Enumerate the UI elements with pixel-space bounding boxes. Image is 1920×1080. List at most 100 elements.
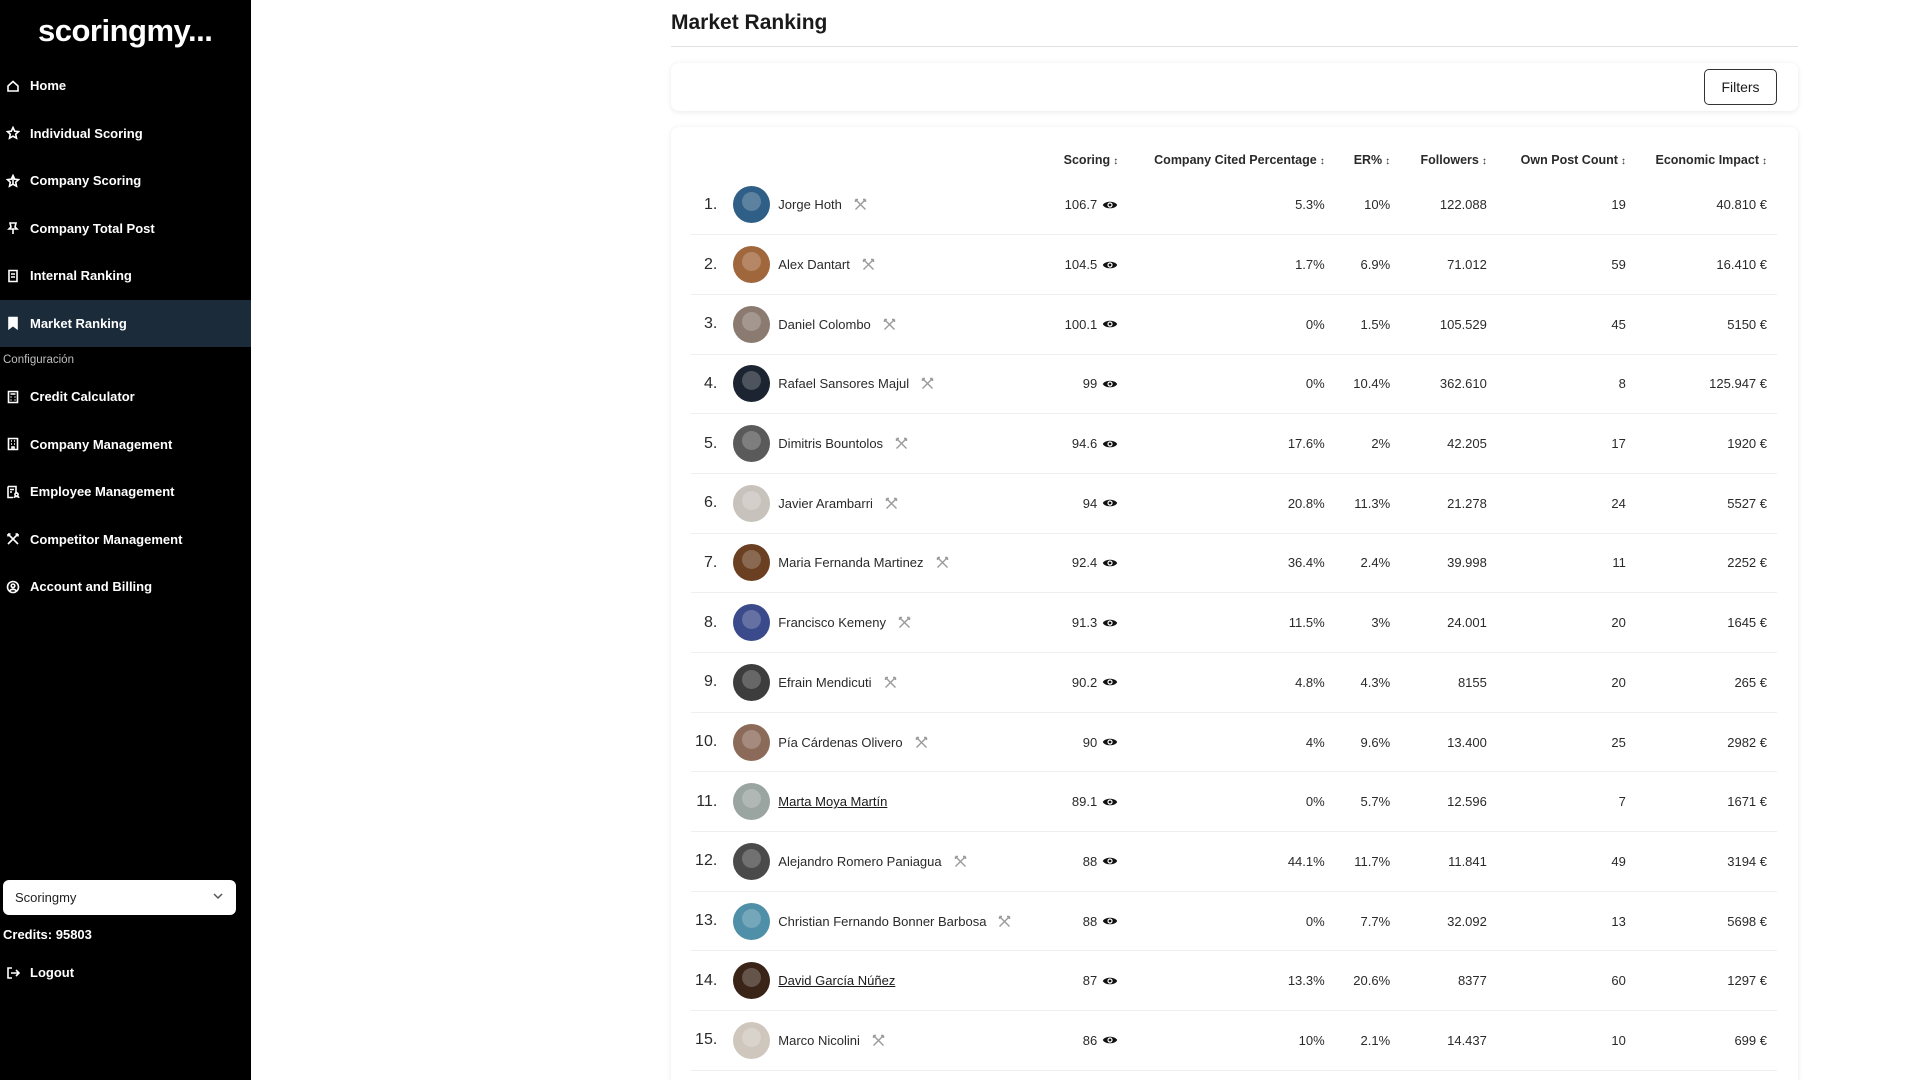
impact-cell: 5527 € bbox=[1727, 495, 1767, 511]
eye-icon[interactable] bbox=[1102, 915, 1118, 927]
person-cell: Rafael Sansores Majul bbox=[733, 354, 1057, 414]
sidebar-item-competitor-management[interactable]: Competitor Management bbox=[0, 516, 251, 564]
pin-icon bbox=[6, 221, 20, 235]
sidebar-item-internal-ranking[interactable]: Internal Ranking bbox=[0, 252, 251, 300]
followers-cell: 14.437 bbox=[1447, 1032, 1487, 1048]
eye-icon[interactable] bbox=[1102, 975, 1118, 987]
score-value-group: 104.5 bbox=[1065, 257, 1119, 272]
cited-cell: 10% bbox=[1298, 1032, 1325, 1048]
followers-cell: 11.841 bbox=[1448, 853, 1487, 869]
er-header[interactable]: ER% ↕ bbox=[1353, 153, 1391, 167]
person-name[interactable]: David García Núñez bbox=[778, 973, 896, 989]
eye-icon[interactable] bbox=[1102, 318, 1118, 330]
person-info: Pía Cárdenas Olivero bbox=[733, 723, 1047, 761]
impact-header[interactable]: Economic Impact ↕ bbox=[1655, 153, 1768, 167]
rank-cell: 2. bbox=[703, 255, 718, 273]
table-row: 2. Alex Dantart 104.5 1.7% 6.9% 71.012 59 16.41… bbox=[691, 235, 1777, 295]
company-select-value: Scoringmy bbox=[15, 890, 77, 905]
competitor-icon[interactable] bbox=[921, 377, 934, 390]
sidebar-item-label: Competitor Management bbox=[30, 531, 183, 547]
score-value: 106.7 bbox=[1064, 197, 1098, 213]
eye-icon[interactable] bbox=[1102, 259, 1118, 271]
competitor-icon[interactable] bbox=[954, 855, 967, 868]
eye-icon[interactable] bbox=[1102, 736, 1118, 748]
sidebar-item-label: Account and Billing bbox=[30, 579, 153, 595]
competitor-icon[interactable] bbox=[884, 676, 897, 689]
eye-icon[interactable] bbox=[1102, 497, 1118, 509]
person-name: Rafael Sansores Majul bbox=[778, 376, 910, 392]
home-icon bbox=[6, 79, 20, 93]
followers-cell: 39.998 bbox=[1447, 555, 1487, 571]
sidebar-item-individual-scoring[interactable]: Individual Scoring bbox=[0, 110, 251, 158]
table-row: 12. Alejandro Romero Paniagua 88 44.1% 11.7%… bbox=[691, 832, 1777, 892]
score-value-group: 86 bbox=[1083, 1033, 1118, 1048]
filters-button[interactable]: Filters bbox=[1704, 69, 1777, 105]
eye-icon[interactable] bbox=[1102, 676, 1118, 688]
score-value-group: 99 bbox=[1083, 376, 1118, 391]
eye-icon[interactable] bbox=[1102, 557, 1118, 569]
scoring-cell: 94.6 bbox=[1058, 414, 1129, 474]
company-select[interactable]: Scoringmy bbox=[3, 880, 236, 915]
sidebar-item-company-total-post[interactable]: Company Total Post bbox=[0, 205, 251, 253]
eye-icon[interactable] bbox=[1102, 796, 1118, 808]
filter-bar: Filters bbox=[671, 63, 1798, 111]
avatar bbox=[733, 484, 771, 522]
ranking-table: Scoring ↕ Company Cited Percentage ↕ ER% ↕ … bbox=[691, 145, 1777, 1071]
person-info: Dimitris Bountolos bbox=[733, 425, 1047, 463]
eye-icon[interactable] bbox=[1102, 617, 1118, 629]
eye-icon[interactable] bbox=[1102, 438, 1118, 450]
sidebar-item-employee-management[interactable]: Employee Management bbox=[0, 468, 251, 516]
main-nav: Home Individual Scoring Company Scoring Com… bbox=[0, 62, 251, 347]
page-title: Market Ranking bbox=[671, 11, 828, 34]
scoring-cell: 88 bbox=[1058, 891, 1129, 951]
logout-button[interactable]: Logout bbox=[6, 965, 74, 980]
sidebar-item-label: Individual Scoring bbox=[30, 125, 143, 141]
competitor-icon[interactable] bbox=[898, 616, 911, 629]
competitor-icon[interactable] bbox=[872, 1034, 885, 1047]
followers-header[interactable]: Followers ↕ bbox=[1420, 153, 1487, 167]
avatar bbox=[733, 604, 771, 642]
posts-cell: 8 bbox=[1618, 376, 1626, 392]
person-info: David García Núñez bbox=[733, 962, 1047, 1000]
competitor-icon[interactable] bbox=[895, 437, 908, 450]
sidebar-item-company-management[interactable]: Company Management bbox=[0, 421, 251, 469]
competitor-icon[interactable] bbox=[885, 497, 898, 510]
competitor-icon[interactable] bbox=[854, 198, 867, 211]
sidebar-item-credit-calculator[interactable]: Credit Calculator bbox=[0, 373, 251, 421]
rank-cell: 9. bbox=[703, 673, 718, 691]
er-cell: 6.9% bbox=[1360, 257, 1391, 273]
competitor-icon[interactable] bbox=[936, 556, 949, 569]
rank-cell: 1. bbox=[703, 195, 718, 213]
cited-cell: 0% bbox=[1305, 316, 1325, 332]
posts-cell: 11 bbox=[1612, 555, 1626, 571]
person-name: Pía Cárdenas Olivero bbox=[778, 734, 903, 750]
config-section-label: Configuración bbox=[3, 354, 74, 366]
eye-icon[interactable] bbox=[1102, 1034, 1118, 1046]
sidebar-item-market-ranking[interactable]: Market Ranking bbox=[0, 299, 251, 347]
competitor-icon[interactable] bbox=[862, 258, 875, 271]
person-info: Marco Nicolini bbox=[733, 1021, 1047, 1059]
competitor-icon[interactable] bbox=[915, 736, 928, 749]
avatar bbox=[733, 544, 771, 582]
rank-cell: 8. bbox=[703, 613, 718, 631]
eye-icon[interactable] bbox=[1102, 199, 1118, 211]
scoring-cell: 92.4 bbox=[1058, 533, 1129, 593]
competitor-icon[interactable] bbox=[998, 915, 1011, 928]
posts-header[interactable]: Own Post Count ↕ bbox=[1520, 153, 1626, 167]
app-logo[interactable]: scoringmy... bbox=[38, 13, 213, 48]
avatar bbox=[733, 186, 771, 224]
eye-icon[interactable] bbox=[1102, 855, 1118, 867]
sidebar-item-account-and-billing[interactable]: Account and Billing bbox=[0, 563, 251, 611]
sidebar: scoringmy... Home Individual Scoring Compa… bbox=[0, 0, 251, 1080]
sort-icon: ↕ bbox=[1762, 156, 1767, 167]
cited-header[interactable]: Company Cited Percentage ↕ bbox=[1154, 153, 1325, 167]
eye-icon[interactable] bbox=[1102, 378, 1118, 390]
table-row: 4. Rafael Sansores Majul 99 0% 10.4% 362.610 8… bbox=[691, 354, 1777, 414]
scoring-header[interactable]: Scoring ↕ bbox=[1063, 153, 1119, 167]
sidebar-item-label: Company Total Post bbox=[30, 220, 155, 236]
sidebar-item-home[interactable]: Home bbox=[0, 62, 251, 110]
competitor-icon[interactable] bbox=[883, 318, 896, 331]
person-name[interactable]: Marta Moya Martín bbox=[778, 794, 888, 810]
sidebar-item-company-scoring[interactable]: Company Scoring bbox=[0, 157, 251, 205]
name-header bbox=[733, 145, 1057, 175]
